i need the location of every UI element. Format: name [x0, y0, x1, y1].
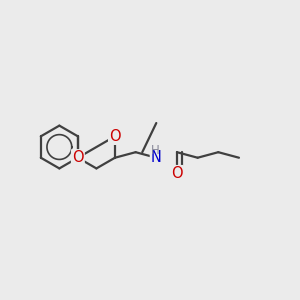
Text: N: N — [151, 150, 162, 165]
Text: H: H — [151, 144, 160, 157]
Text: O: O — [171, 166, 183, 181]
Text: O: O — [109, 129, 121, 144]
Text: O: O — [72, 150, 84, 165]
